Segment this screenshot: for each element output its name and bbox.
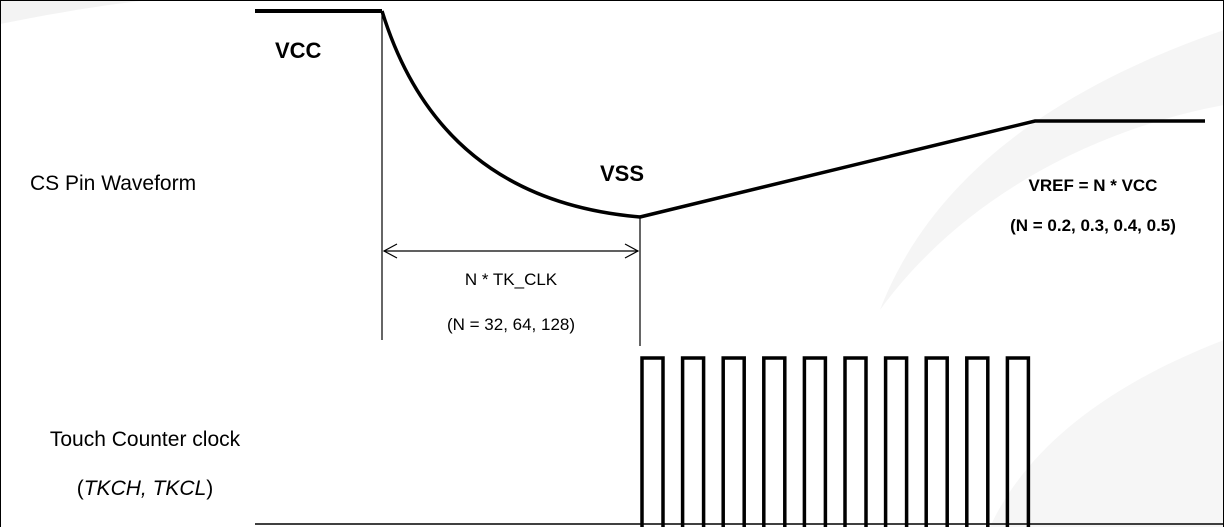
- vss-label: VSS: [600, 161, 644, 186]
- counter-registers-open-paren: (: [77, 477, 84, 500]
- counter-registers-label: (TKCH, TKCL): [77, 477, 214, 500]
- vref-n-values-label: (N = 0.2, 0.3, 0.4, 0.5): [1010, 216, 1176, 235]
- counter-registers-names: TKCH, TKCL: [84, 477, 207, 500]
- watermark-swoosh-bottom-right: [990, 340, 1224, 527]
- discharge-time-arrow: [382, 243, 640, 259]
- vref-formula-label: VREF = N * VCC: [1029, 176, 1158, 195]
- watermark-swoosh-top: [0, 0, 150, 24]
- discharge-curve: [380, 10, 641, 219]
- discharge-time-label: N * TK_CLK: [465, 270, 558, 289]
- cs-pin-waveform: [255, 9, 1205, 219]
- counter-registers-close-paren: ): [206, 477, 213, 500]
- vcc-label: VCC: [275, 38, 322, 63]
- discharge-n-values-label: (N = 32, 64, 128): [447, 315, 575, 334]
- watermark-swoosh-right: [880, 30, 1224, 310]
- arrowhead-right: [624, 243, 640, 259]
- counter-clock-waveform: [640, 356, 1031, 527]
- arrowhead-left: [382, 243, 398, 259]
- touch-counter-clock-label: Touch Counter clock: [50, 428, 241, 451]
- cs-pin-waveform-label: CS Pin Waveform: [30, 172, 196, 195]
- clock-pulse-train: [640, 356, 1031, 527]
- charge-ramp: [639, 119, 1205, 219]
